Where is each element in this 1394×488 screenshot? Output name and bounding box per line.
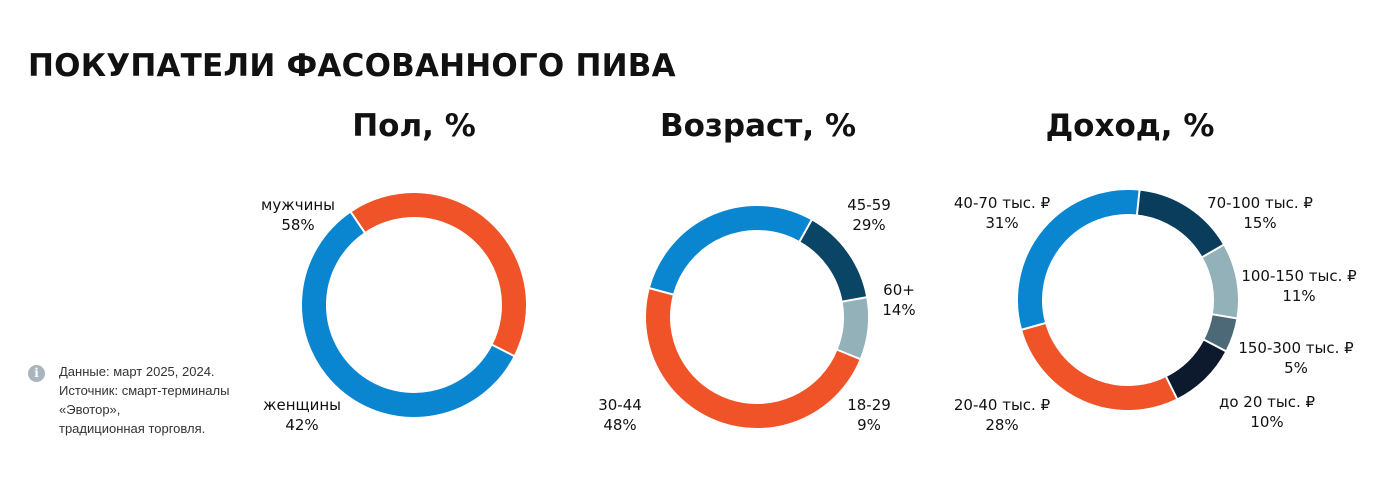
- slice-separator: [1020, 321, 1047, 331]
- slice-value-70-100-тыс: 15%: [1243, 214, 1276, 232]
- note-line: «Эвотор»,: [59, 402, 121, 417]
- donut-slice-30-44: [646, 288, 860, 428]
- slice-separator: [648, 287, 675, 296]
- slice-label-100-150-тыс: 100-150 тыс. ₽: [1241, 267, 1357, 285]
- donut-slice-70-100-тыс: [1136, 190, 1224, 258]
- gender-donut: мужчины 58% женщины 42%: [261, 193, 526, 434]
- note-line: Данные: март 2025, 2024.: [59, 364, 215, 379]
- donut-slice-мужчины: [302, 212, 514, 417]
- chart-title-gender: Пол, %: [352, 108, 476, 144]
- donut-slice-женщины: [351, 193, 526, 356]
- slice-separator: [1211, 313, 1238, 320]
- slice-value-18-29: 9%: [857, 416, 881, 434]
- slice-value-100-150-тыс: 11%: [1282, 287, 1315, 305]
- slice-separator: [1164, 375, 1179, 400]
- slice-separator: [491, 343, 516, 358]
- info-icon: i: [28, 365, 45, 382]
- source-note-text: Данные: март 2025, 2024. Источник: смарт…: [59, 362, 229, 438]
- slice-value-40-70-тыс: 31%: [985, 214, 1018, 232]
- slice-separator: [798, 218, 813, 243]
- donut-slice-150-300-тыс: [1204, 313, 1237, 351]
- donut-slice-20-40-тыс: [1022, 322, 1177, 410]
- income-donut: 70-100 тыс. ₽ 15% 100-150 тыс. ₽ 11% 150-300…: [954, 189, 1357, 434]
- slice-separator: [1135, 189, 1141, 216]
- slice-value-20-40-тыс: 28%: [985, 416, 1018, 434]
- donut-slice-100-150-тыс: [1202, 245, 1238, 319]
- slice-label-40-70-тыс: 40-70 тыс. ₽: [954, 194, 1051, 212]
- slice-separator: [1202, 338, 1227, 353]
- slice-label-150-300-тыс: 150-300 тыс. ₽: [1238, 339, 1354, 357]
- source-note: i Данные: март 2025, 2024. Источник: сма…: [28, 362, 288, 438]
- slice-separator: [1201, 243, 1225, 259]
- donut-slice-40-70-тыс: [1018, 190, 1140, 330]
- slice-value-45-59: 29%: [852, 216, 885, 234]
- slice-value-до-20-тыс: 10%: [1250, 413, 1283, 431]
- slice-value-30-44: 48%: [603, 416, 636, 434]
- slice-label-30-44: 30-44: [598, 396, 642, 414]
- donut-slice-60: [799, 220, 867, 302]
- slice-value-60: 14%: [882, 301, 915, 319]
- slice-separator: [349, 210, 366, 234]
- note-line: традиционная торговля.: [59, 421, 206, 436]
- slice-label-45-59: 45-59: [847, 196, 891, 214]
- slice-label-до-20-тыс: до 20 тыс. ₽: [1219, 393, 1316, 411]
- age-donut: 45-59 29% 60+ 14% 18-29 9% 30-44 48%: [598, 196, 915, 434]
- slice-label-70-100-тыс: 70-100 тыс. ₽: [1207, 194, 1313, 212]
- slice-label-мужчины: мужчины: [261, 196, 335, 214]
- slice-label-18-29: 18-29: [847, 396, 891, 414]
- donut-slice-45-59: [649, 206, 812, 295]
- slice-value-мужчины: 58%: [281, 216, 314, 234]
- donut-slice-до-20-тыс: [1165, 339, 1226, 399]
- slice-value-150-300-тыс: 5%: [1284, 359, 1308, 377]
- donut-slice-18-29: [837, 297, 868, 359]
- slice-value-женщины: 42%: [285, 416, 318, 434]
- chart-title-income: Доход, %: [1045, 108, 1215, 144]
- note-line: Источник: смарт-терминалы: [59, 383, 230, 398]
- slice-separator: [836, 348, 862, 361]
- page-title: ПОКУПАТЕЛИ ФАСОВАННОГО ПИВА: [28, 48, 676, 84]
- slice-label-60: 60+: [883, 281, 915, 299]
- slice-label-20-40-тыс: 20-40 тыс. ₽: [954, 396, 1051, 414]
- slice-label-женщины: женщины: [263, 396, 341, 414]
- slice-separator: [841, 296, 868, 303]
- chart-title-age: Возраст, %: [659, 108, 857, 144]
